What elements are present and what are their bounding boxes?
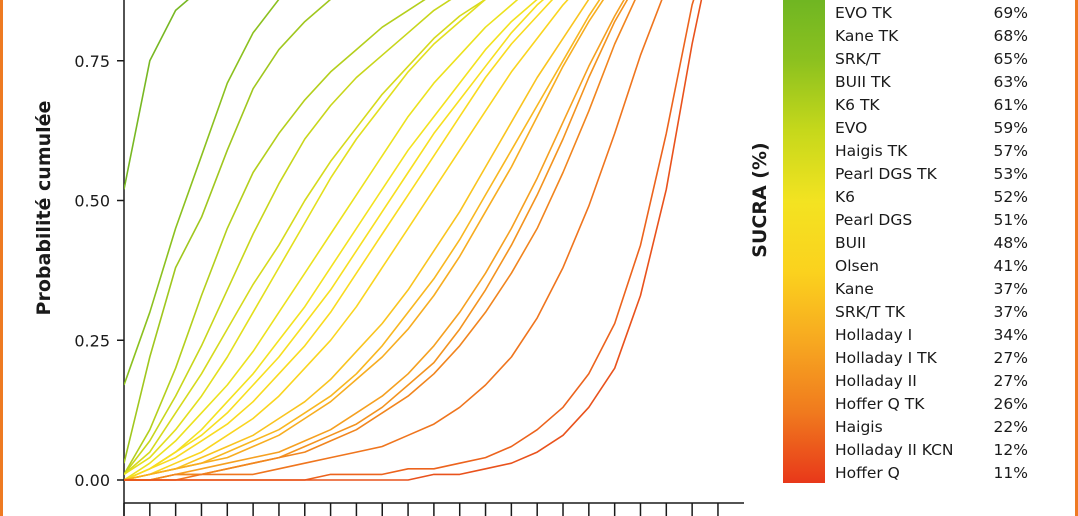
legend-name: Holladay II KCN — [835, 441, 954, 459]
legend-sucra-value: 52% — [994, 188, 1028, 206]
legend-name: SRK/T TK — [835, 303, 906, 321]
legend-name: Pearl DGS — [835, 211, 912, 229]
legend-name: Holladay I — [835, 326, 912, 344]
series-line-1 — [124, 0, 189, 190]
legend-sucra-value: 48% — [994, 234, 1028, 252]
series-line-16 — [124, 0, 625, 481]
legend-sucra-value: 37% — [994, 303, 1028, 321]
series-line-19 — [124, 0, 663, 481]
legend-name: Haigis — [835, 418, 883, 436]
legend-name: EVO TK — [835, 4, 893, 22]
colorbar-title: SUCRA (%) — [749, 142, 771, 257]
series-line-14 — [124, 0, 601, 481]
series-line-4 — [124, 0, 426, 475]
legend-sucra-value: 41% — [994, 257, 1028, 275]
legend-name: BUII — [835, 234, 866, 252]
series-line-2 — [124, 0, 280, 386]
legend-sucra-value: 61% — [994, 96, 1028, 114]
legend-sucra-value: 27% — [994, 372, 1028, 390]
series-line-11 — [124, 0, 554, 481]
series-lines — [124, 0, 703, 481]
legend-sucra-value: 63% — [994, 73, 1028, 91]
series-line-13 — [124, 0, 590, 481]
legend: EVO TK 69% Kane TK 68% SRK/T 65% BUII TK 63% K6 … — [835, 4, 1028, 482]
series-line-6 — [124, 0, 486, 476]
y-tick-label: 0.25 — [74, 331, 110, 350]
legend-name: Holladay I TK — [835, 349, 938, 367]
left-border — [0, 0, 3, 516]
legend-name: Hoffer Q TK — [835, 395, 925, 413]
legend-name: Kane — [835, 280, 874, 298]
series-line-17 — [124, 0, 629, 481]
series-line-12 — [124, 0, 569, 481]
series-line-10 — [124, 0, 545, 481]
legend-name: K6 — [835, 188, 855, 206]
legend-sucra-value: 37% — [994, 280, 1028, 298]
x-tick-marks — [123, 503, 719, 516]
legend-name: SRK/T — [835, 50, 881, 68]
series-line-21 — [124, 0, 703, 481]
legend-sucra-value: 57% — [994, 142, 1028, 160]
legend-name: EVO — [835, 119, 867, 137]
legend-name: K6 TK — [835, 96, 880, 114]
series-line-5 — [124, 0, 452, 475]
colorbar — [783, 0, 825, 483]
legend-sucra-value: 59% — [994, 119, 1028, 137]
legend-sucra-value: 22% — [994, 418, 1028, 436]
legend-sucra-value: 53% — [994, 165, 1028, 183]
legend-sucra-value: 12% — [994, 441, 1028, 459]
series-line-15 — [124, 0, 605, 481]
legend-name: Haigis TK — [835, 142, 908, 160]
series-line-8 — [124, 0, 519, 481]
legend-sucra-value: 69% — [994, 4, 1028, 22]
y-axis-title: Probabilité cumulée — [33, 101, 55, 316]
legend-sucra-value: 27% — [994, 349, 1028, 367]
legend-name: Holladay II — [835, 372, 917, 390]
series-line-3 — [124, 0, 332, 464]
right-border — [1075, 0, 1078, 516]
legend-sucra-value: 26% — [994, 395, 1028, 413]
y-tick-label: 0.00 — [74, 471, 110, 490]
series-line-9 — [124, 0, 538, 481]
legend-name: Kane TK — [835, 27, 899, 45]
legend-sucra-value: 51% — [994, 211, 1028, 229]
legend-sucra-value: 65% — [994, 50, 1028, 68]
legend-name: Hoffer Q — [835, 464, 900, 482]
legend-sucra-value: 68% — [994, 27, 1028, 45]
series-line-18 — [124, 0, 636, 481]
legend-name: BUII TK — [835, 73, 892, 91]
legend-sucra-value: 34% — [994, 326, 1028, 344]
legend-name: Pearl DGS TK — [835, 165, 938, 183]
y-tick-label: 0.75 — [74, 52, 110, 71]
legend-sucra-value: 11% — [994, 464, 1028, 482]
y-tick-marks — [117, 60, 124, 481]
series-line-20 — [124, 0, 695, 481]
y-tick-label: 0.50 — [74, 192, 110, 211]
legend-name: Olsen — [835, 257, 879, 275]
series-line-7 — [124, 0, 486, 476]
y-tick-labels: 0.00 0.25 0.50 0.75 — [74, 52, 110, 490]
